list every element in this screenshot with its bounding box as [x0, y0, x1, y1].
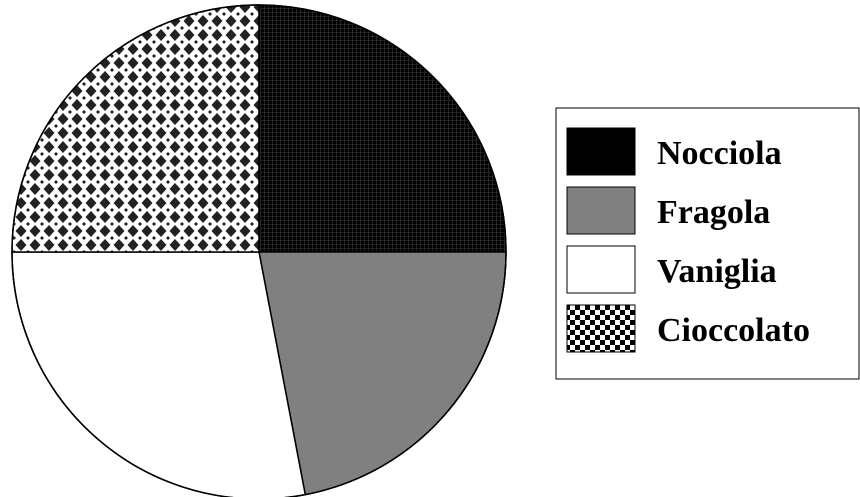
legend-swatch-vaniglia [566, 245, 636, 294]
legend-swatch-cioccolato [566, 304, 636, 353]
pie-slice-cioccolato [11, 4, 260, 253]
legend-label-vaniglia: Vaniglia [657, 253, 777, 290]
legend-label-cioccolato: Cioccolato [657, 312, 810, 349]
legend-label-nocciola: Nocciola [657, 135, 782, 172]
legend-label-fragola: Fragola [657, 194, 770, 231]
pie-outline [11, 4, 507, 497]
legend-swatch-nocciola [566, 127, 636, 176]
legend: Nocciola Fragola Vaniglia Cioccolato [555, 107, 860, 380]
pie-slice-nocciola [258, 4, 507, 253]
legend-swatch-fragola [566, 186, 636, 235]
pie-slices [11, 4, 507, 497]
pie-slice-vaniglia [11, 251, 307, 497]
